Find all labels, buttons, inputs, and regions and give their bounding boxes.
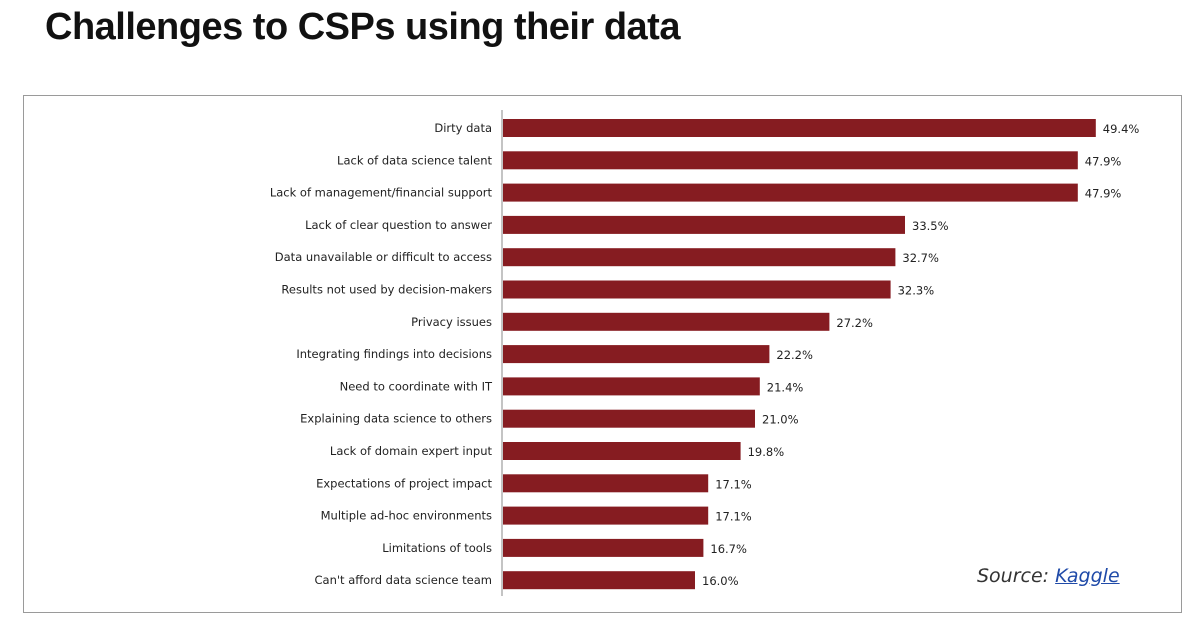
bar (503, 571, 695, 590)
bar (503, 280, 891, 299)
bar (503, 538, 704, 557)
page-title: Challenges to CSPs using their data (45, 6, 680, 48)
value-label: 22.2% (776, 348, 813, 362)
bar (503, 345, 770, 364)
value-label: 17.1% (715, 510, 752, 524)
category-label: Limitations of tools (382, 541, 492, 555)
category-label: Privacy issues (411, 315, 492, 329)
bar (503, 506, 709, 525)
value-label: 16.7% (710, 542, 747, 556)
bar (503, 442, 741, 460)
bar-chart: Dirty data 49.4% Lack of data science tale… (270, 110, 1140, 596)
value-label: 19.8% (748, 445, 785, 459)
bar (503, 183, 1078, 202)
value-label: 32.3% (898, 284, 935, 298)
category-label: Can't afford data science team (315, 573, 493, 587)
value-label: 16.0% (702, 574, 739, 588)
source-prefix: Source: (977, 565, 1050, 587)
bar (503, 409, 755, 428)
chart-frame: Dirty data 49.4% Lack of data science tale… (23, 95, 1182, 613)
bar (503, 474, 709, 493)
category-label: Integrating findings into decisions (296, 347, 492, 361)
bar (503, 151, 1078, 170)
category-label: Lack of domain expert input (330, 444, 493, 458)
bar (503, 215, 905, 234)
bar (503, 377, 760, 396)
category-label: Data unavailable or difficult to access (275, 250, 492, 264)
category-label: Dirty data (434, 121, 492, 135)
bar (503, 248, 896, 267)
bar (503, 312, 830, 331)
category-label: Need to coordinate with IT (340, 379, 493, 393)
value-label: 32.7% (902, 251, 939, 265)
category-label: Explaining data science to others (300, 412, 492, 426)
value-label: 47.9% (1085, 187, 1122, 201)
value-label: 33.5% (912, 219, 949, 233)
value-label: 49.4% (1103, 122, 1140, 136)
bar (503, 119, 1096, 137)
source-note: Source: Kaggle (977, 565, 1120, 587)
value-label: 21.4% (767, 380, 804, 394)
category-label: Results not used by decision-makers (281, 283, 492, 297)
value-label: 27.2% (836, 316, 873, 330)
value-label: 47.9% (1085, 154, 1122, 168)
category-label: Lack of data science talent (337, 153, 492, 167)
category-label: Expectations of project impact (316, 476, 492, 490)
value-label: 17.1% (715, 477, 752, 491)
category-label: Lack of clear question to answer (305, 218, 492, 232)
category-label: Multiple ad-hoc environments (321, 509, 492, 523)
category-label: Lack of management/financial support (270, 186, 493, 200)
value-label: 21.0% (762, 413, 799, 427)
source-link[interactable]: Kaggle (1055, 565, 1120, 587)
